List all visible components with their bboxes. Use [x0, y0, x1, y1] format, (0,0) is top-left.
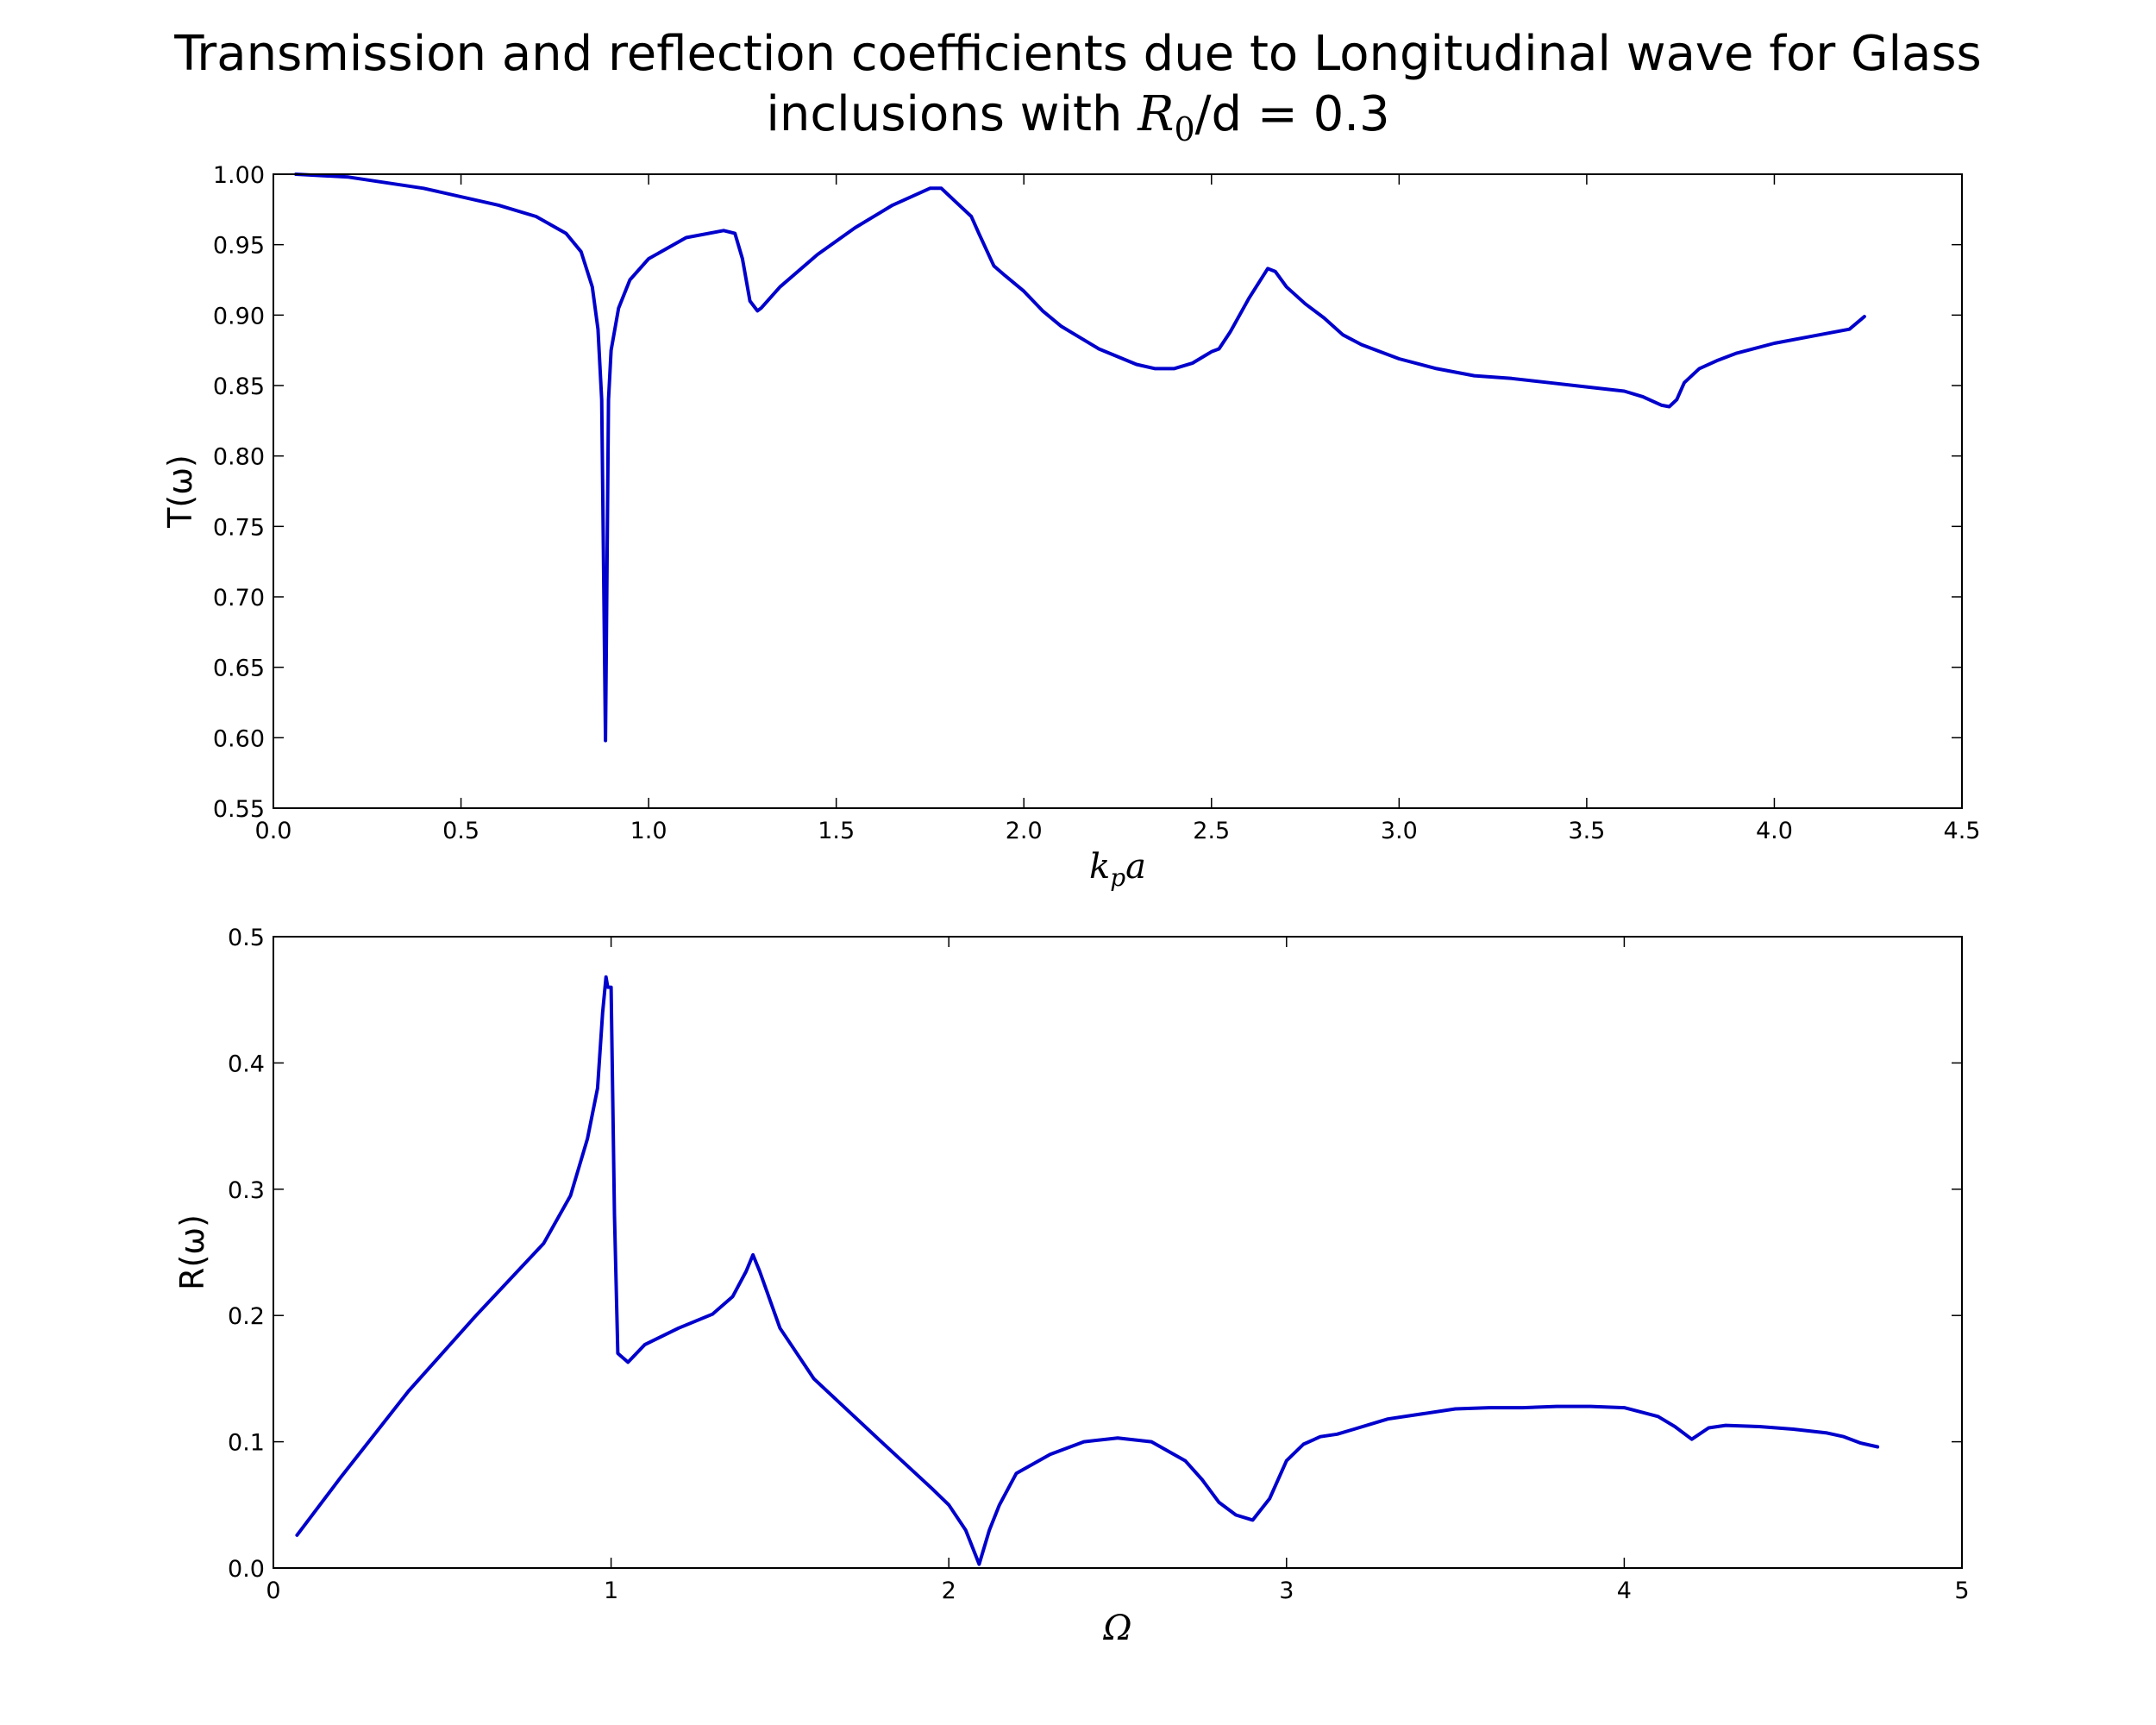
upper-series-line — [294, 172, 1866, 743]
lower-x-tick-label: 2 — [942, 1578, 956, 1604]
upper-plot: 0.0 0.5 1.0 1.5 2.0 2.5 3.0 3.5 4.0 4.5 0.55 0.60 0.… — [161, 162, 1980, 892]
chart-title-ratio-text: /d = 0.3 — [1194, 86, 1390, 142]
chart-title-line-2: inclusions with R0/d = 0.3 — [0, 85, 2156, 160]
lower-series-line — [295, 975, 1880, 1566]
upper-y-tick-label: 0.55 — [213, 796, 265, 823]
chart-title-text: inclusions with — [766, 86, 1138, 142]
upper-y-tick-label: 1.00 — [213, 162, 265, 189]
chart-title-line-1: Transmission and reflection coefficients… — [174, 26, 1982, 82]
upper-x-axis-label: kpa — [1089, 847, 1146, 892]
upper-plot-frame — [273, 173, 1963, 809]
chart-title: Transmission and reflection coefficients… — [0, 24, 2156, 160]
lower-x-tick-label: 1 — [604, 1578, 618, 1604]
upper-x-tick-label: 1.5 — [818, 818, 855, 844]
upper-y-tick-label: 0.90 — [213, 303, 265, 329]
upper-y-tick-label: 0.70 — [213, 585, 265, 612]
lower-y-tick-label: 0.5 — [228, 925, 265, 951]
lower-y-tick-label: 0.1 — [228, 1430, 265, 1457]
upper-x-tick-label: 2.5 — [1193, 818, 1230, 844]
upper-x-tick-label: 1.0 — [630, 818, 667, 844]
lower-x-axis-label: Ω — [1102, 1609, 1131, 1648]
upper-x-tick-label: 2.0 — [1006, 818, 1043, 844]
lower-y-tick-label: 0.2 — [228, 1303, 265, 1330]
lower-x-tick-label: 3 — [1279, 1578, 1294, 1604]
lower-y-tick-label: 0.0 — [228, 1556, 265, 1583]
upper-y-axis-label: T(ω) — [161, 455, 199, 529]
upper-x-tick-label: 0.5 — [442, 818, 479, 844]
lower-y-axis-label: R(ω) — [173, 1214, 211, 1290]
upper-x-tick-label: 0.0 — [255, 818, 292, 844]
lower-x-tick-label: 5 — [1954, 1578, 1969, 1604]
chart-title-math-symbol: R — [1138, 86, 1175, 142]
upper-y-tick-label: 0.60 — [213, 725, 265, 752]
lower-y-tick-label: 0.3 — [228, 1177, 265, 1204]
upper-y-tick-label: 0.75 — [213, 514, 265, 541]
lower-x-tick-label: 4 — [1617, 1578, 1632, 1604]
lower-y-tick-label: 0.4 — [228, 1051, 265, 1077]
lower-x-tick-label: 0 — [266, 1578, 280, 1604]
upper-x-tick-label: 3.0 — [1381, 818, 1418, 844]
upper-y-tick-label: 0.65 — [213, 656, 265, 682]
chart-title-math-subscript: 0 — [1174, 110, 1195, 149]
upper-x-tick-label: 3.5 — [1568, 818, 1605, 844]
upper-x-tick-label: 4.0 — [1756, 818, 1793, 844]
upper-x-tick-label: 4.5 — [1944, 818, 1981, 844]
upper-y-tick-label: 0.85 — [213, 373, 265, 400]
upper-y-tick-label: 0.95 — [213, 233, 265, 260]
lower-plot-frame — [273, 936, 1963, 1569]
lower-plot: 0 1 2 3 4 5 0.0 0.1 0.2 0.3 0.4 0.5 Ω R(ω) — [173, 925, 1970, 1648]
upper-y-tick-label: 0.80 — [213, 444, 265, 471]
